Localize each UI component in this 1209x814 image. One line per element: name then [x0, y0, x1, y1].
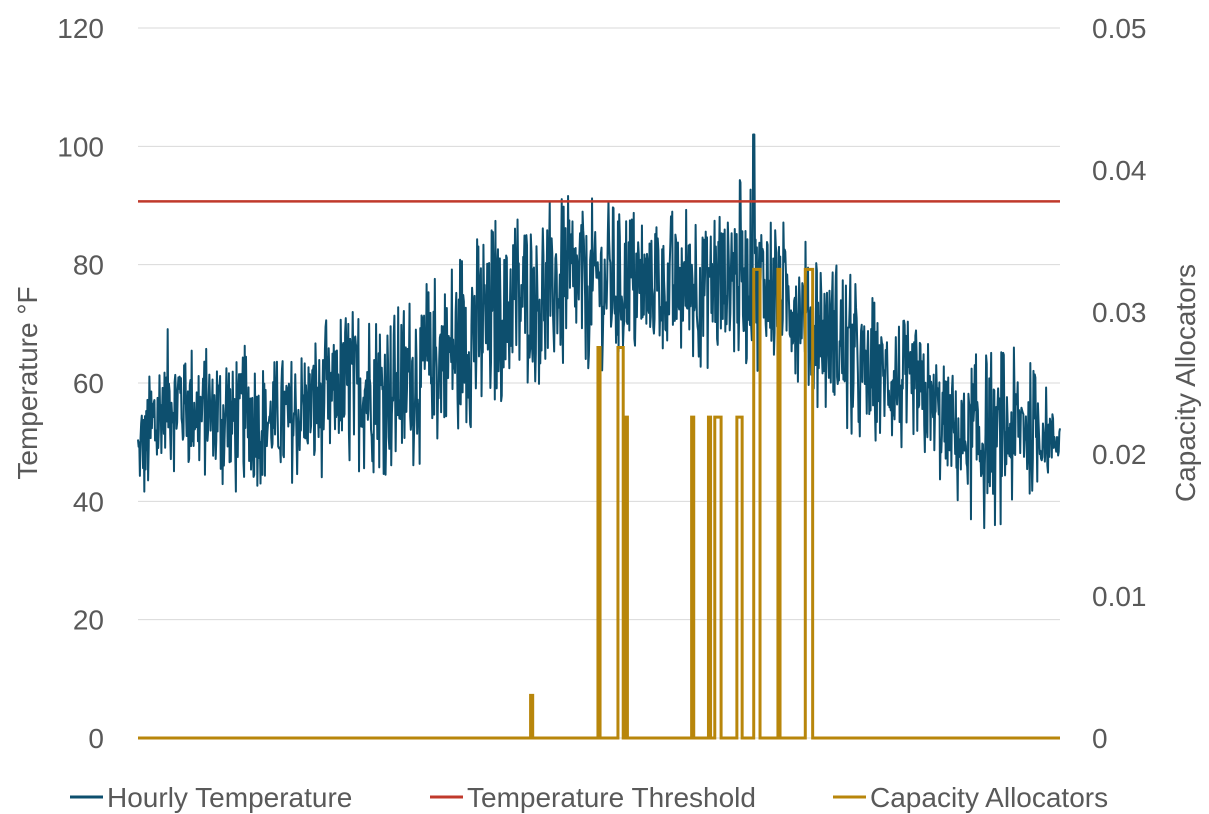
- plot-area: [137, 133, 1061, 740]
- legend-item-temperature-threshold: Temperature Threshold: [430, 782, 756, 813]
- hourly-temperature-line: [137, 133, 1061, 530]
- left-axis-title: Temperature °F: [12, 286, 43, 479]
- right-axis-title: Capacity Allocators: [1170, 264, 1201, 502]
- left-tick-label: 20: [73, 605, 104, 636]
- legend-item-capacity-allocators: Capacity Allocators: [833, 782, 1108, 813]
- right-axis-ticks: 0 0.01 0.02 0.03 0.04 0.05: [1092, 13, 1147, 754]
- legend: Hourly Temperature Temperature Threshold…: [70, 782, 1108, 813]
- right-tick-label: 0.03: [1092, 297, 1147, 328]
- right-tick-label: 0: [1092, 723, 1108, 754]
- right-tick-label: 0.01: [1092, 581, 1147, 612]
- right-tick-label: 0.05: [1092, 13, 1147, 44]
- capacity-allocators-line: [138, 267, 1060, 740]
- legend-item-hourly-temperature: Hourly Temperature: [70, 782, 352, 813]
- legend-label-capacity-allocators: Capacity Allocators: [870, 782, 1108, 813]
- legend-label-temperature-threshold: Temperature Threshold: [467, 782, 756, 813]
- left-tick-label: 100: [57, 131, 104, 162]
- left-tick-label: 60: [73, 368, 104, 399]
- right-tick-label: 0.02: [1092, 439, 1147, 470]
- right-tick-label: 0.04: [1092, 155, 1147, 186]
- left-tick-label: 80: [73, 250, 104, 281]
- left-tick-label: 120: [57, 13, 104, 44]
- left-tick-label: 0: [88, 723, 104, 754]
- left-tick-label: 40: [73, 486, 104, 517]
- left-axis-ticks: 0 20 40 60 80 100 120: [57, 13, 104, 754]
- legend-label-hourly-temperature: Hourly Temperature: [107, 782, 352, 813]
